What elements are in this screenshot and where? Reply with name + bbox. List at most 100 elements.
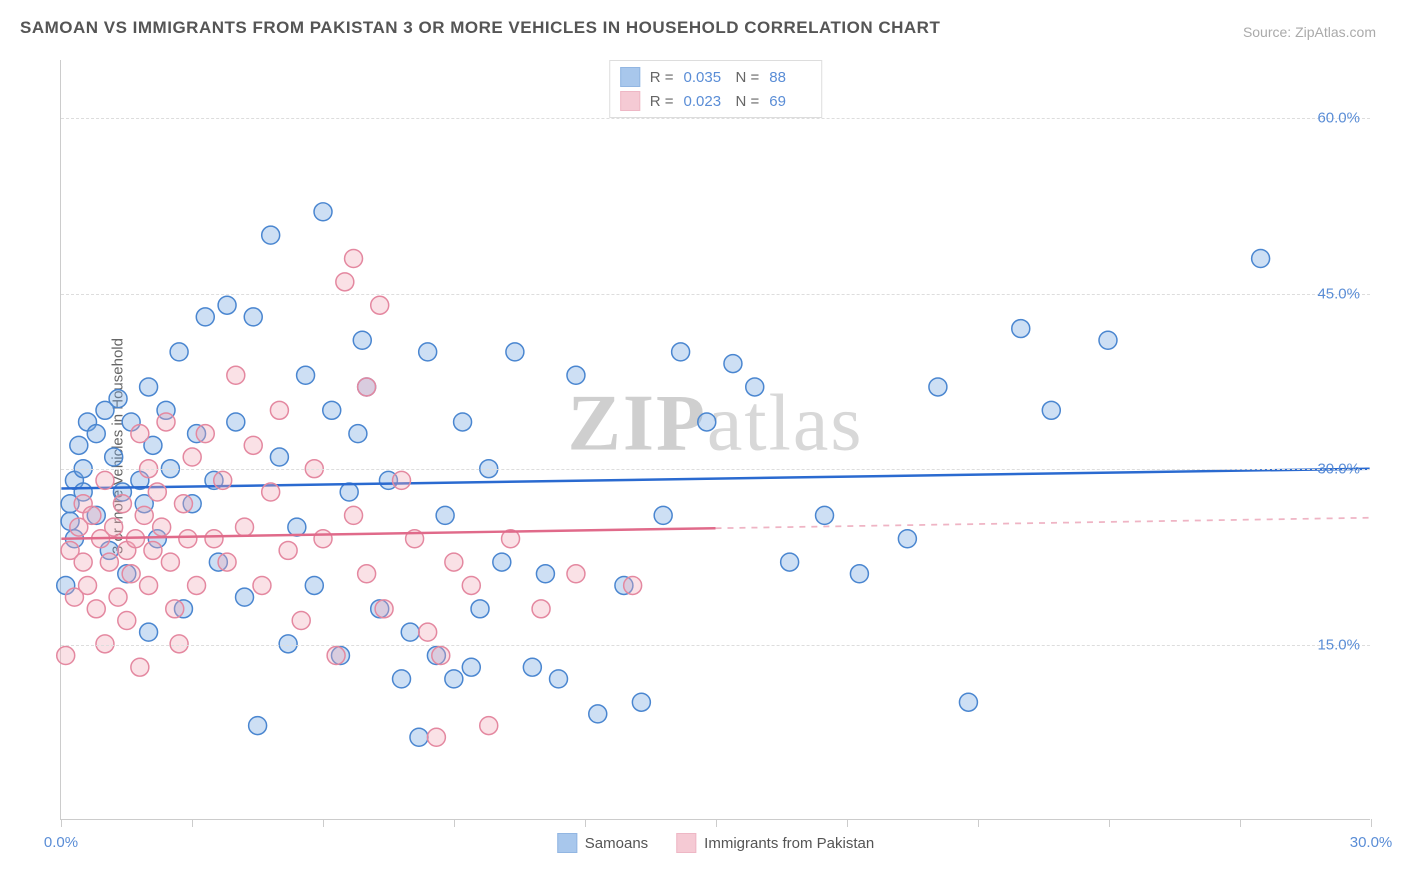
n-value-0: 88: [769, 69, 811, 86]
scatter-point: [349, 425, 367, 443]
scatter-point: [122, 565, 140, 583]
gridline-h: [61, 118, 1370, 119]
scatter-point: [959, 693, 977, 711]
scatter-point: [70, 436, 88, 454]
plot-area: ZIPatlas R = 0.035 N = 88 R = 0.023 N = …: [60, 60, 1370, 820]
scatter-point: [523, 658, 541, 676]
scatter-point: [345, 250, 363, 268]
scatter-point: [109, 390, 127, 408]
scatter-point: [410, 728, 428, 746]
scatter-point: [87, 600, 105, 618]
legend-series: Samoans Immigrants from Pakistan: [557, 833, 874, 853]
scatter-point: [445, 670, 463, 688]
scatter-point: [153, 518, 171, 536]
scatter-point: [340, 483, 358, 501]
source-attribution: Source: ZipAtlas.com: [1243, 24, 1376, 40]
scatter-point: [79, 576, 97, 594]
x-tick-label: 30.0%: [1350, 834, 1393, 851]
scatter-point: [236, 588, 254, 606]
scatter-point: [227, 413, 245, 431]
x-tick: [61, 819, 62, 827]
trend-line-dashed: [716, 518, 1370, 529]
x-tick: [1109, 819, 1110, 827]
scatter-point: [401, 623, 419, 641]
legend-swatch-0: [620, 67, 640, 87]
scatter-point: [244, 436, 262, 454]
scatter-point: [550, 670, 568, 688]
scatter-point: [218, 296, 236, 314]
x-tick: [847, 819, 848, 827]
scatter-point: [436, 506, 454, 524]
scatter-point: [262, 483, 280, 501]
scatter-point: [567, 366, 585, 384]
legend-label-0: Samoans: [585, 835, 648, 852]
scatter-point: [1099, 331, 1117, 349]
scatter-point: [781, 553, 799, 571]
r-label: R =: [650, 93, 674, 110]
gridline-h: [61, 645, 1370, 646]
scatter-point: [205, 530, 223, 548]
scatter-point: [196, 308, 214, 326]
scatter-point: [270, 401, 288, 419]
r-label: R =: [650, 69, 674, 86]
scatter-point: [118, 612, 136, 630]
scatter-point: [157, 413, 175, 431]
legend-swatch-b0: [557, 833, 577, 853]
legend-label-1: Immigrants from Pakistan: [704, 835, 874, 852]
scatter-point: [236, 518, 254, 536]
scatter-point: [898, 530, 916, 548]
chart-title: SAMOAN VS IMMIGRANTS FROM PAKISTAN 3 OR …: [20, 18, 940, 38]
r-value-1: 0.023: [684, 93, 726, 110]
scatter-point: [454, 413, 472, 431]
scatter-point: [83, 506, 101, 524]
scatter-point: [445, 553, 463, 571]
scatter-point: [327, 647, 345, 665]
x-tick: [978, 819, 979, 827]
scatter-point: [87, 425, 105, 443]
scatter-point: [393, 670, 411, 688]
scatter-point: [279, 541, 297, 559]
scatter-point: [506, 343, 524, 361]
y-tick-label: 45.0%: [1317, 285, 1360, 302]
scatter-point: [1012, 320, 1030, 338]
scatter-point: [589, 705, 607, 723]
scatter-point: [567, 565, 585, 583]
scatter-point: [336, 273, 354, 291]
scatter-point: [345, 506, 363, 524]
scatter-point: [314, 203, 332, 221]
n-value-1: 69: [769, 93, 811, 110]
scatter-point: [113, 495, 131, 513]
scatter-point: [96, 471, 114, 489]
scatter-point: [632, 693, 650, 711]
scatter-point: [183, 448, 201, 466]
scatter-point: [218, 553, 236, 571]
scatter-point: [174, 495, 192, 513]
scatter-point: [244, 308, 262, 326]
scatter-point: [698, 413, 716, 431]
scatter-point: [179, 530, 197, 548]
scatter-point: [131, 658, 149, 676]
scatter-point: [358, 565, 376, 583]
x-tick-label: 0.0%: [44, 834, 78, 851]
scatter-point: [375, 600, 393, 618]
scatter-point: [1042, 401, 1060, 419]
scatter-point: [196, 425, 214, 443]
r-value-0: 0.035: [684, 69, 726, 86]
legend-swatch-1: [620, 91, 640, 111]
scatter-point: [532, 600, 550, 618]
scatter-point: [270, 448, 288, 466]
legend-stats-row-1: R = 0.023 N = 69: [620, 89, 812, 113]
n-label: N =: [736, 93, 760, 110]
scatter-point: [850, 565, 868, 583]
gridline-h: [61, 294, 1370, 295]
scatter-point: [262, 226, 280, 244]
scatter-point: [140, 623, 158, 641]
scatter-point: [144, 541, 162, 559]
scatter-point: [462, 576, 480, 594]
scatter-point: [188, 576, 206, 594]
scatter-point: [161, 553, 179, 571]
legend-item-1: Immigrants from Pakistan: [676, 833, 874, 853]
scatter-point: [493, 553, 511, 571]
x-tick: [454, 819, 455, 827]
scatter-point: [353, 331, 371, 349]
